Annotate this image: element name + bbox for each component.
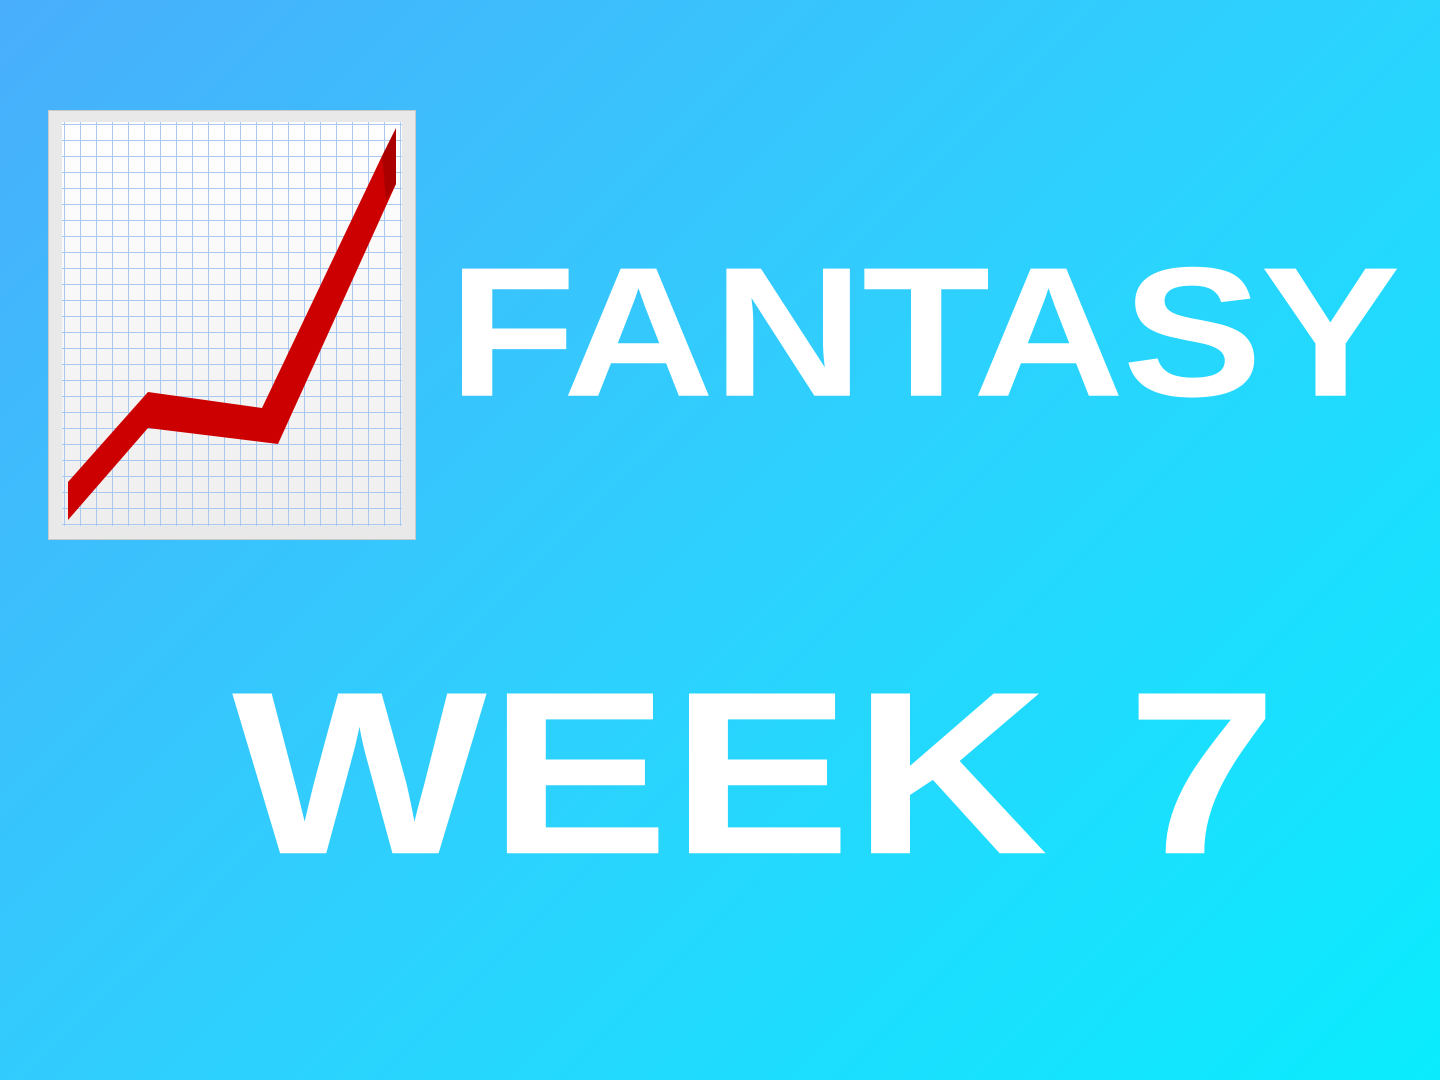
chart-icon-trend-shade	[382, 128, 396, 200]
chart-icon-trend-line	[68, 128, 396, 520]
title-line-week: WEEK 7	[232, 644, 1280, 904]
chart-increasing-icon	[48, 110, 416, 540]
title-line-fantasy: FANTASY	[448, 228, 1400, 436]
